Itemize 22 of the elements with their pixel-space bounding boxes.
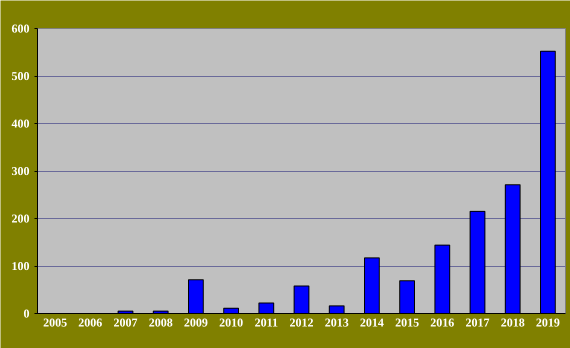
x-tick-label: 2005 [43,316,68,330]
x-tick-label: 2018 [500,316,525,330]
y-tick-label: 500 [12,69,30,83]
y-tick-label: 100 [12,259,30,273]
x-tick-label: 2008 [148,316,173,330]
y-tick-label: 400 [12,116,30,130]
y-tick-label: 600 [12,22,30,36]
x-tick-label: 2006 [78,316,102,330]
x-tick-label: 2019 [536,316,560,330]
x-tick-label: 2016 [430,316,454,330]
x-tick-label: 2015 [395,316,420,330]
x-tick-label: 2013 [324,316,349,330]
x-tick-label: 2007 [114,316,138,330]
x-tick-label: 2017 [466,316,490,330]
y-tick-label: 200 [12,212,30,226]
y-tick-label: 300 [12,164,30,178]
x-tick-label: 2011 [254,316,278,330]
x-tick-label: 2014 [360,316,384,330]
x-tick-label: 2010 [219,316,244,330]
x-tick-label: 2009 [184,316,208,330]
x-tick-label: 2012 [290,316,314,330]
y-tick-label: 0 [24,306,30,320]
